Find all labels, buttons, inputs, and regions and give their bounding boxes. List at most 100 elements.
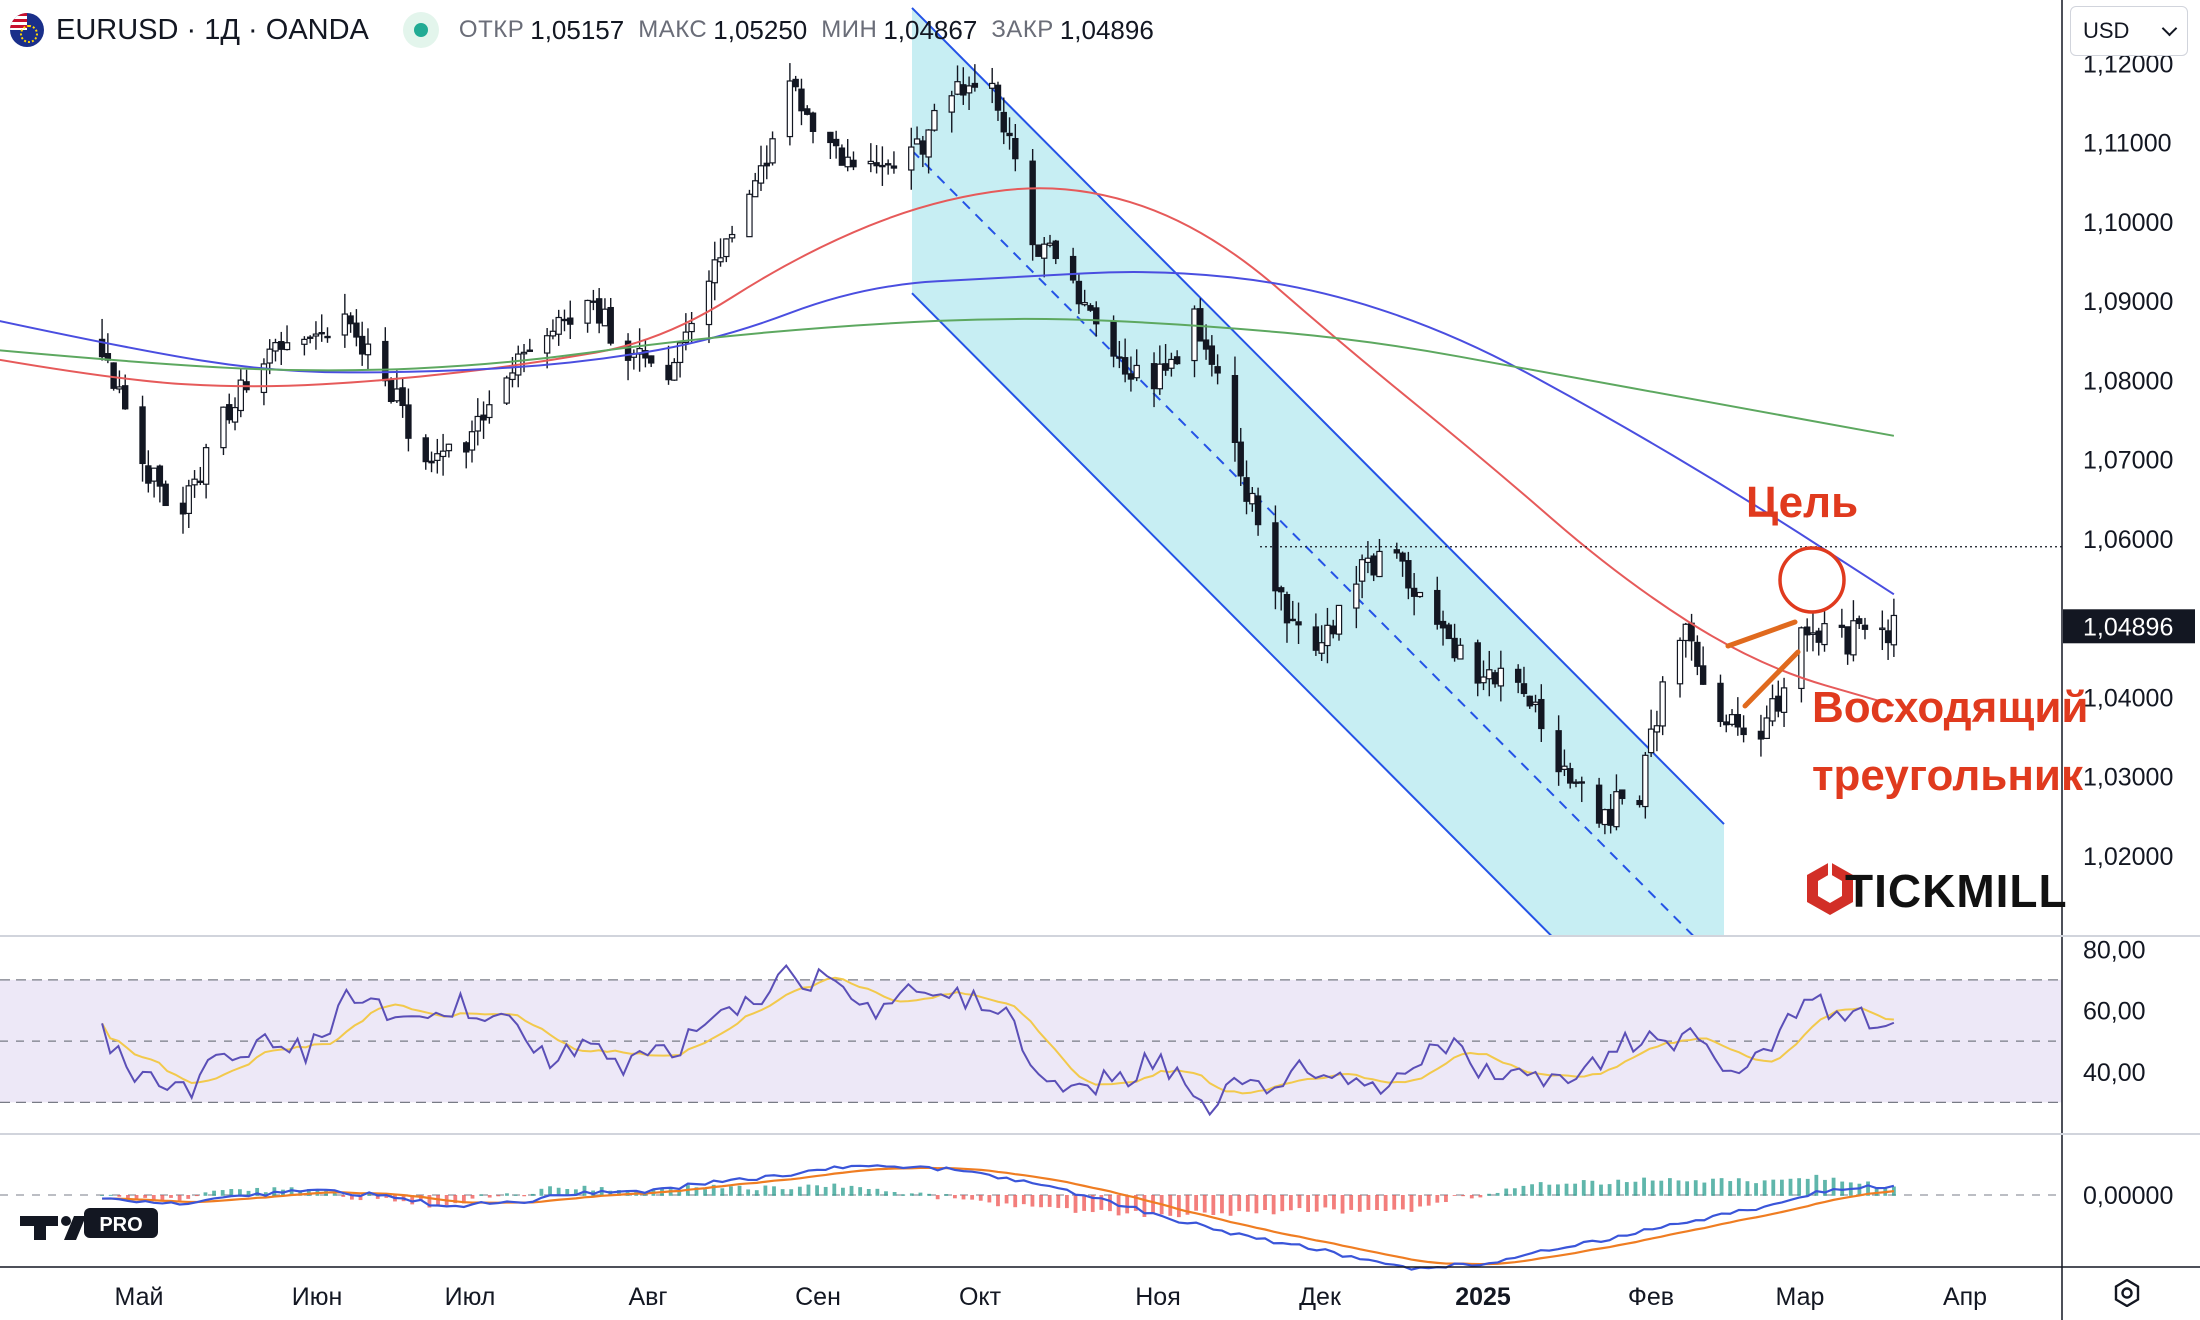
candle-body xyxy=(1861,624,1869,630)
macd-histogram-bar xyxy=(1556,1184,1560,1196)
macd-histogram-bar xyxy=(1426,1195,1431,1206)
candle-body xyxy=(728,233,736,239)
candle-body xyxy=(1405,560,1412,589)
candle xyxy=(884,159,892,175)
candle-body xyxy=(971,82,979,88)
candle xyxy=(324,327,331,343)
candle-body xyxy=(474,415,481,432)
candle xyxy=(647,355,655,368)
macd-histogram-bar xyxy=(1400,1195,1405,1210)
macd-histogram-bar xyxy=(1547,1184,1552,1196)
candle xyxy=(1214,354,1221,385)
candle-body xyxy=(1566,768,1574,784)
macd-histogram-bar xyxy=(1332,1195,1336,1210)
candle xyxy=(1850,600,1857,662)
candle-body xyxy=(1312,626,1320,651)
macd-histogram-bar xyxy=(711,1184,716,1196)
candle-body xyxy=(555,316,562,335)
macd-histogram-bar xyxy=(1771,1179,1776,1196)
candle xyxy=(1289,600,1296,622)
candle xyxy=(1717,674,1724,727)
rsi-tick-label: 40,00 xyxy=(2083,1059,2146,1087)
candle-body xyxy=(1249,492,1256,505)
candle-body xyxy=(931,109,938,131)
candle xyxy=(728,225,736,243)
macd-histogram-bar xyxy=(556,1187,561,1196)
candle-body xyxy=(1295,621,1302,626)
candle-body xyxy=(162,483,169,507)
candle xyxy=(503,375,510,406)
candle xyxy=(1283,591,1291,643)
candle xyxy=(156,464,164,503)
candle-body xyxy=(595,298,603,324)
candle-body xyxy=(1803,626,1811,636)
rsi-ma-line xyxy=(101,976,1894,1095)
gear-icon[interactable] xyxy=(2113,1279,2141,1307)
candle xyxy=(1254,487,1262,536)
macd-histogram-bar xyxy=(194,1195,199,1197)
macd-histogram-bar xyxy=(772,1186,776,1196)
macd-histogram-bar xyxy=(1435,1195,1440,1203)
macd-histogram-bar xyxy=(1383,1195,1388,1211)
candle xyxy=(931,103,938,132)
candle-body xyxy=(1815,630,1822,643)
candle-body xyxy=(965,85,973,94)
candle-body xyxy=(110,362,117,389)
macd-histogram-bar xyxy=(737,1185,742,1196)
macd-pane xyxy=(0,1164,2062,1271)
channel-mid-line xyxy=(911,149,1694,935)
candle xyxy=(671,358,678,381)
macd-histogram-bar xyxy=(341,1195,346,1197)
candle xyxy=(445,443,453,458)
macd-histogram-bar xyxy=(1108,1195,1112,1212)
candle-body xyxy=(1376,550,1383,578)
candle-body xyxy=(1208,345,1216,365)
candle-body xyxy=(850,159,857,168)
time-tick-label: Апр xyxy=(1943,1283,1987,1311)
macd-histogram-bar xyxy=(427,1195,432,1208)
candle xyxy=(850,151,857,171)
macd-histogram-bar xyxy=(1874,1187,1879,1196)
macd-histogram-bar xyxy=(953,1195,957,1199)
candle xyxy=(1006,117,1013,150)
macd-histogram-bar xyxy=(1133,1195,1138,1211)
macd-histogram-bar xyxy=(487,1195,492,1198)
macd-histogram-bar xyxy=(780,1189,785,1196)
candle-body xyxy=(272,342,279,352)
candle-body xyxy=(1780,687,1788,713)
macd-histogram-bar xyxy=(203,1192,208,1196)
macd-histogram-bar xyxy=(729,1186,733,1196)
symbol-title[interactable]: EURUSD · 1Д · OANDA xyxy=(56,13,369,46)
candle xyxy=(769,131,776,166)
macd-histogram-bar xyxy=(1754,1183,1758,1196)
candle-body xyxy=(1699,665,1707,685)
candle-body xyxy=(873,162,880,167)
macd-histogram-bar xyxy=(1021,1195,1026,1205)
macd-histogram-bar xyxy=(1444,1195,1448,1203)
candle-body xyxy=(688,322,695,333)
candle xyxy=(890,151,898,174)
candle xyxy=(1231,356,1239,462)
candle xyxy=(971,64,979,92)
currency-select[interactable]: USD xyxy=(2070,6,2188,56)
time-tick-label: Июл xyxy=(445,1283,496,1311)
macd-histogram-bar xyxy=(1151,1195,1155,1214)
macd-histogram-bar xyxy=(1693,1180,1698,1196)
candle xyxy=(1538,684,1545,742)
macd-histogram-bar xyxy=(160,1195,165,1201)
candle-body xyxy=(1572,781,1580,784)
tickmill-logo: TICKMILL xyxy=(1807,862,2067,917)
candle-body xyxy=(647,355,655,364)
candle-body xyxy=(1578,781,1585,784)
candle-body xyxy=(1069,255,1077,281)
candle-body xyxy=(364,343,372,356)
macd-histogram-bar xyxy=(1530,1184,1534,1196)
candle xyxy=(347,312,354,333)
candle xyxy=(1110,315,1117,368)
macd-histogram-bar xyxy=(1831,1177,1836,1196)
macd-histogram-bar xyxy=(220,1190,225,1196)
candle-body xyxy=(763,162,770,167)
candle-body xyxy=(1434,589,1441,625)
candle-body xyxy=(590,300,597,303)
